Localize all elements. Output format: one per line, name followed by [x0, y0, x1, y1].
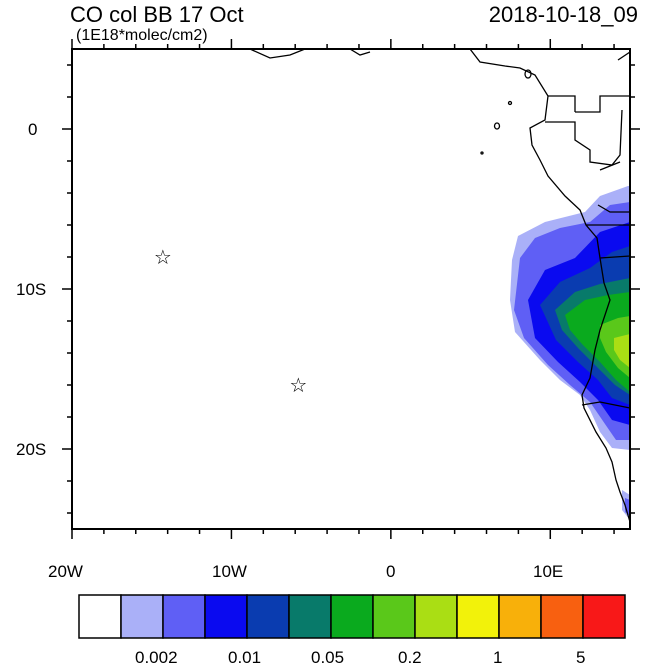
colorbar-label-4: 0.2 [398, 648, 422, 667]
x-tick-label-10e: 10E [533, 562, 564, 581]
map-title: CO col BB 17 Oct [70, 2, 244, 27]
x-tick-label-0: 0 [386, 562, 396, 581]
colorbar-swatch [456, 594, 500, 639]
coastlines [249, 49, 630, 523]
colorbar-swatch [288, 594, 332, 639]
colorbar-swatch [540, 594, 584, 639]
star-marker-2: ☆ [289, 373, 307, 397]
colorbar-swatch [498, 594, 542, 639]
colorbar-swatch [582, 594, 626, 639]
colorbar-swatch [204, 594, 248, 639]
colorbar-label-3: 0.05 [311, 648, 345, 667]
colorbar-swatch [120, 594, 164, 639]
colorbar-label-6: 5 [576, 648, 586, 667]
colorbar-swatch [78, 594, 122, 639]
star-marker-1: ☆ [154, 245, 172, 269]
co-plume-field [510, 186, 630, 520]
colorbar-label-1: 0.002 [135, 648, 178, 667]
colorbar-swatch [330, 594, 374, 639]
axis-ticks [62, 39, 640, 539]
y-tick-label-0: 0 [28, 120, 38, 139]
x-tick-label-20w: 20W [48, 562, 83, 581]
colorbar [78, 594, 626, 639]
colorbar-swatch [246, 594, 290, 639]
map-datetime: 2018-10-18_09 [488, 2, 638, 27]
colorbar-swatch [414, 594, 458, 639]
y-tick-label-10s: 10S [16, 280, 47, 299]
colorbar-label-2: 0.01 [228, 648, 262, 667]
map-units: (1E18*molec/cm2) [76, 27, 208, 44]
colorbar-label-5: 1 [493, 648, 503, 667]
colorbar-swatch [162, 594, 206, 639]
x-tick-label-10w: 10W [212, 562, 247, 581]
colorbar-swatch [372, 594, 416, 639]
y-tick-label-20s: 20S [16, 440, 47, 459]
